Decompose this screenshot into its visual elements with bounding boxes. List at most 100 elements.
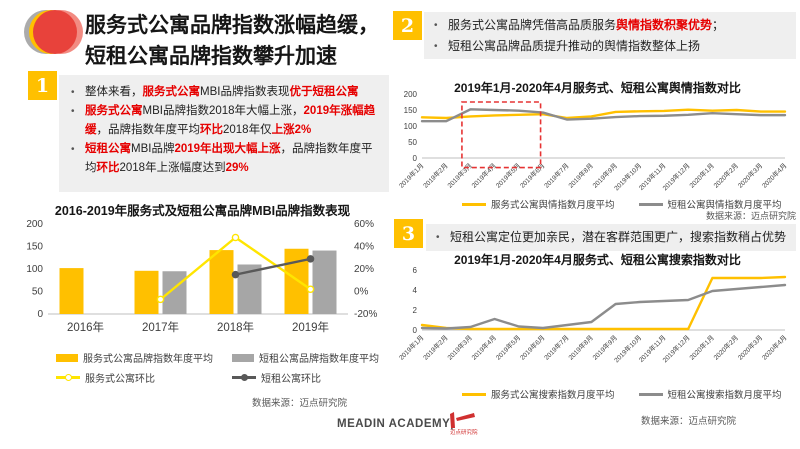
- bullet-item: • 服务式公寓MBI品牌指数2018年大幅上涨，2019年涨幅趋缓，品牌指数年度平…: [71, 102, 379, 140]
- svg-text:0: 0: [413, 326, 418, 335]
- sentiment-chart-source: 数据来源：迈点研究院: [705, 211, 796, 221]
- bullet-item: • 短租公寓品牌品质提升推动的舆情指数整体上扬: [434, 36, 788, 57]
- svg-text:50: 50: [408, 138, 417, 147]
- sentiment-index-chart: 0 50 100 150 200 2019年1月2019年2月2019年3月2019年4月…: [397, 90, 789, 192]
- svg-text:2019年8月: 2019年8月: [566, 161, 595, 190]
- svg-text:2019年: 2019年: [292, 320, 329, 334]
- legend-item: 短租公寓搜索指数月度平均: [638, 387, 782, 401]
- legend-label: 短租公寓搜索指数月度平均: [667, 390, 782, 401]
- legend-label: 短租公寓舆情指数月度平均: [667, 200, 782, 211]
- svg-text:2019年5月: 2019年5月: [494, 161, 523, 190]
- bullet-dot-icon: •: [71, 106, 75, 117]
- page-title-line1: 服务式公寓品牌指数涨幅趋缓，: [85, 14, 379, 37]
- section-3-badge: 3: [394, 219, 423, 248]
- svg-text:2019年2月: 2019年2月: [421, 161, 450, 190]
- svg-text:2019年4月: 2019年4月: [469, 333, 498, 362]
- legend-item: 服务式公寓搜索指数月度平均: [462, 387, 615, 401]
- svg-text:150: 150: [404, 106, 418, 115]
- mbi-chart-title: 2016-2019年服务式及短租公寓品牌MBI品牌指数表现: [54, 204, 351, 218]
- sentiment-chart-legend: 服务式公寓舆情指数月度平均 短租公寓舆情指数月度平均: [462, 197, 782, 211]
- section-1-panel: • 整体来看，服务式公寓MBI品牌指数表现优于短租公寓 • 服务式公寓MBI品牌指数2…: [59, 75, 389, 192]
- svg-text:50: 50: [32, 287, 44, 298]
- svg-text:0: 0: [37, 309, 43, 320]
- bullet-item: • 服务式公寓品牌凭借高品质服务舆情指数积聚优势；: [434, 15, 788, 36]
- svg-text:2019年7月: 2019年7月: [542, 333, 571, 362]
- bullet-text: 短租公寓定位更加亲民，潜在客群范围更广，搜索指数稍占优势: [450, 230, 787, 244]
- svg-text:2020年3月: 2020年3月: [736, 161, 765, 190]
- mbi-index-chart: 0 50 100 150 200 -20% 0% 20% 40% 60% 2016年 2017年 201…: [26, 219, 377, 334]
- legend-label: 服务式公寓搜索指数月度平均: [491, 390, 615, 401]
- svg-text:2: 2: [413, 306, 418, 315]
- legend-label: 短租公寓品牌指数年度平均: [259, 354, 379, 365]
- svg-text:2019年8月: 2019年8月: [566, 333, 595, 362]
- legend-swatch-bar: [232, 353, 254, 362]
- svg-text:150: 150: [26, 242, 43, 253]
- svg-text:100: 100: [26, 264, 43, 275]
- mbi-chart-source: 数据来源：迈点研究院: [251, 398, 347, 409]
- svg-text:2017年: 2017年: [142, 320, 179, 334]
- logo-circle-red-icon: [33, 10, 77, 54]
- section-2-badge: 2: [393, 11, 422, 40]
- svg-text:2018年: 2018年: [217, 320, 254, 334]
- bullet-text: 服务式公寓品牌凭借高品质服务舆情指数积聚优势；: [448, 18, 725, 32]
- legend-swatch-line: [462, 392, 486, 396]
- svg-text:40%: 40%: [354, 242, 374, 253]
- svg-text:2020年2月: 2020年2月: [711, 161, 740, 190]
- svg-text:2020年4月: 2020年4月: [760, 161, 789, 190]
- footer-brand-text: MEADIN ACADEMY|: [337, 418, 454, 430]
- page-title: 服务式公寓品牌指数涨幅趋缓， 短租公寓品牌指数攀升加速: [85, 10, 405, 72]
- svg-text:-20%: -20%: [354, 309, 377, 320]
- legend-swatch-line: [56, 374, 80, 381]
- section-2-bullet-list: • 服务式公寓品牌凭借高品质服务舆情指数积聚优势； • 短租公寓品牌品质提升推动的舆情…: [424, 12, 796, 60]
- legend-label: 服务式公寓舆情指数月度平均: [491, 200, 615, 211]
- bullet-text: 短租公寓品牌品质提升推动的舆情指数整体上扬: [448, 39, 701, 53]
- svg-text:2019年4月: 2019年4月: [469, 161, 498, 190]
- search-chart-legend: 服务式公寓搜索指数月度平均 短租公寓搜索指数月度平均: [462, 387, 782, 401]
- section-2-panel: • 服务式公寓品牌凭借高品质服务舆情指数积聚优势； • 短租公寓品牌品质提升推动的舆情…: [424, 12, 796, 59]
- svg-text:2020年1月: 2020年1月: [687, 161, 716, 190]
- svg-text:迈点研究院: 迈点研究院: [450, 428, 478, 436]
- section-3-panel: • 短租公寓定位更加亲民，潜在客群范围更广，搜索指数稍占优势: [426, 224, 796, 251]
- svg-text:2019年2月: 2019年2月: [421, 333, 450, 362]
- brand-logo-icon: [24, 7, 86, 57]
- marker-hollow-icon: [65, 374, 72, 381]
- svg-text:2019年7月: 2019年7月: [542, 161, 571, 190]
- legend-label: 短租公寓环比: [261, 374, 321, 385]
- bullet-dot-icon: •: [71, 144, 75, 155]
- svg-text:2019年6月: 2019年6月: [518, 333, 547, 362]
- legend-swatch-line: [462, 202, 486, 206]
- svg-text:2019年1月: 2019年1月: [397, 333, 426, 362]
- svg-text:0%: 0%: [354, 287, 369, 298]
- svg-text:100: 100: [404, 122, 418, 131]
- svg-text:2016年: 2016年: [67, 320, 104, 334]
- svg-text:60%: 60%: [354, 219, 374, 230]
- meadin-logo-icon: 迈点研究院: [450, 412, 478, 436]
- page-title-line2: 短租公寓品牌指数攀升加速: [85, 45, 337, 68]
- bullet-text: 服务式公寓MBI品牌指数2018年大幅上涨，2019年涨幅趋缓，品牌指数年度平均…: [85, 105, 376, 136]
- svg-text:4: 4: [413, 286, 418, 295]
- bullet-dot-icon: •: [71, 87, 75, 98]
- bullet-item: • 整体来看，服务式公寓MBI品牌指数表现优于短租公寓: [71, 83, 379, 102]
- svg-text:200: 200: [26, 219, 43, 230]
- legend-swatch-line: [232, 374, 256, 381]
- search-index-chart: 02462019年1月2019年2月2019年3月2019年4月2019年5月2…: [397, 266, 789, 364]
- svg-text:2020年4月: 2020年4月: [760, 333, 789, 362]
- legend-label: 服务式公寓品牌指数年度平均: [83, 354, 213, 365]
- svg-text:200: 200: [404, 90, 418, 99]
- svg-text:2020年3月: 2020年3月: [736, 333, 765, 362]
- section-1-bullet-list: • 整体来看，服务式公寓MBI品牌指数表现优于短租公寓 • 服务式公寓MBI品牌指数2…: [59, 75, 389, 184]
- svg-text:0: 0: [413, 154, 418, 163]
- bullet-item: • 短租公寓定位更加亲民，潜在客群范围更广，搜索指数稍占优势: [436, 227, 788, 248]
- svg-text:2020年2月: 2020年2月: [711, 333, 740, 362]
- marker-solid-icon: [241, 374, 248, 381]
- legend-item: 短租公寓舆情指数月度平均: [638, 197, 782, 211]
- legend-swatch-line: [638, 392, 663, 396]
- bullet-text: 整体来看，服务式公寓MBI品牌指数表现优于短租公寓: [85, 86, 359, 98]
- section-1-badge: 1: [28, 71, 57, 100]
- svg-text:2019年6月: 2019年6月: [518, 161, 547, 190]
- legend-item: 短租公寓环比: [232, 370, 379, 385]
- search-chart-title: 2019年1月-2020年4月服务式、短租公寓搜索指数对比: [454, 253, 741, 267]
- bullet-text: 短租公寓MBI品牌2019年出现大幅上涨，品牌指数年度平均环比2018年上涨幅度…: [85, 143, 373, 174]
- legend-swatch-line: [638, 202, 663, 206]
